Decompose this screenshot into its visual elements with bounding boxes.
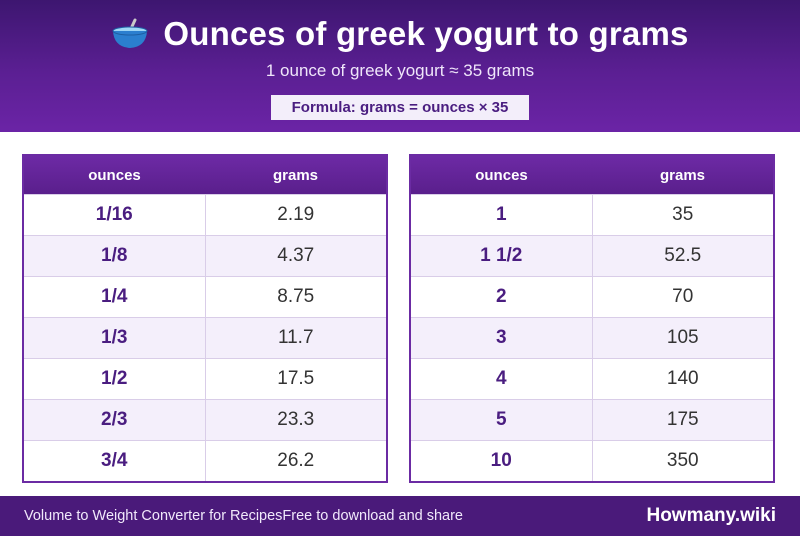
table-row: 10 350 [410, 440, 774, 482]
ounces-cell: 1/2 [23, 358, 206, 400]
column-header-ounces: ounces [410, 155, 592, 195]
ounces-cell: 1/16 [23, 194, 206, 236]
grams-cell: 17.5 [205, 358, 387, 400]
ounces-cell: 1 [410, 194, 593, 236]
ounces-cell: 1/4 [23, 276, 206, 318]
formula-badge: Formula: grams = ounces × 35 [271, 95, 529, 120]
grams-cell: 26.2 [205, 440, 387, 482]
table-header-row: ounces grams [23, 155, 387, 195]
title-row: Ounces of greek yogurt to grams [0, 14, 800, 54]
grams-cell: 105 [592, 317, 774, 359]
conversion-table-right: ounces grams 1 35 1 1/2 52.5 2 70 3 105 … [409, 154, 775, 483]
ounces-cell: 1/8 [23, 235, 206, 277]
grams-cell: 4.37 [205, 235, 387, 277]
grams-cell: 35 [592, 194, 774, 236]
table-header-row: ounces grams [410, 155, 774, 195]
footer-tagline: Volume to Weight Converter for RecipesFr… [24, 508, 464, 524]
ounces-cell: 10 [410, 440, 593, 482]
grams-cell: 8.75 [205, 276, 387, 318]
table-row: 2/3 23.3 [23, 399, 387, 441]
table-row: 1/16 2.19 [23, 194, 387, 236]
column-header-ounces: ounces [23, 155, 205, 195]
grams-cell: 23.3 [205, 399, 387, 441]
grams-cell: 52.5 [592, 235, 774, 277]
table-row: 4 140 [410, 358, 774, 400]
ounces-cell: 5 [410, 399, 593, 441]
table-row: 2 70 [410, 276, 774, 318]
ounces-cell: 2/3 [23, 399, 206, 441]
table-row: 3/4 26.2 [23, 440, 387, 482]
ounces-cell: 3/4 [23, 440, 206, 482]
ounces-cell: 1/3 [23, 317, 206, 359]
ounces-cell: 4 [410, 358, 593, 400]
footer: Volume to Weight Converter for RecipesFr… [0, 496, 800, 536]
grams-cell: 350 [592, 440, 774, 482]
table-row: 5 175 [410, 399, 774, 441]
grams-cell: 70 [592, 276, 774, 318]
ounces-cell: 2 [410, 276, 593, 318]
header: Ounces of greek yogurt to grams 1 ounce … [0, 0, 800, 132]
table-row: 1 35 [410, 194, 774, 236]
ounces-cell: 1 1/2 [410, 235, 593, 277]
column-header-grams: grams [205, 155, 387, 195]
page-title: Ounces of greek yogurt to grams [163, 15, 689, 52]
table-row: 1/8 4.37 [23, 235, 387, 277]
grams-cell: 175 [592, 399, 774, 441]
grams-cell: 140 [592, 358, 774, 400]
table-row: 1 1/2 52.5 [410, 235, 774, 277]
brand-link[interactable]: Howmany.wiki [646, 505, 776, 526]
grams-cell: 11.7 [205, 317, 387, 359]
table-row: 3 105 [410, 317, 774, 359]
grams-cell: 2.19 [205, 194, 387, 236]
table-row: 1/4 8.75 [23, 276, 387, 318]
table-row: 1/2 17.5 [23, 358, 387, 400]
column-header-grams: grams [592, 155, 774, 195]
table-row: 1/3 11.7 [23, 317, 387, 359]
bowl-icon [112, 18, 148, 48]
ounces-cell: 3 [410, 317, 593, 359]
subtitle: 1 ounce of greek yogurt ≈ 35 grams [265, 61, 535, 80]
conversion-table-left: ounces grams 1/16 2.19 1/8 4.37 1/4 8.75… [22, 154, 388, 483]
